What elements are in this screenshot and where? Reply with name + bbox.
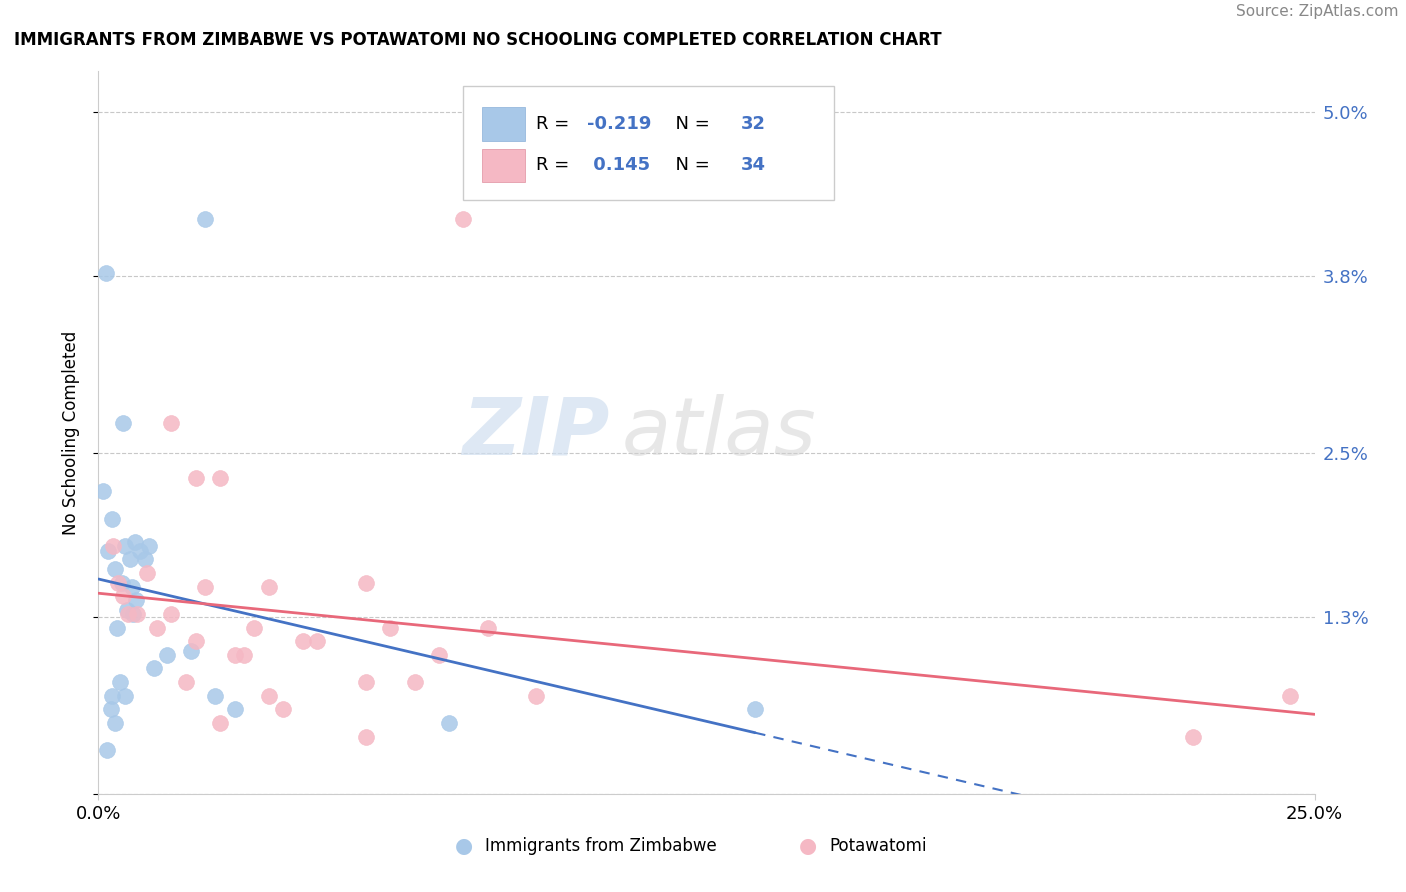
Point — [134, 552, 156, 566]
Point — [194, 580, 217, 594]
Point — [354, 575, 377, 590]
Point — [114, 539, 136, 553]
Text: Potawatomi: Potawatomi — [830, 837, 927, 855]
Text: Source: ZipAtlas.com: Source: ZipAtlas.com — [1236, 4, 1399, 20]
Point — [124, 534, 146, 549]
Point — [291, 634, 314, 648]
Point — [121, 580, 143, 594]
Point — [114, 689, 136, 703]
Point — [437, 716, 460, 731]
Point — [271, 702, 294, 716]
Point — [111, 416, 134, 430]
Point — [224, 702, 246, 716]
FancyBboxPatch shape — [481, 149, 526, 182]
Text: 0.145: 0.145 — [588, 156, 651, 174]
Point — [100, 702, 122, 716]
Point — [160, 607, 183, 621]
Point — [94, 266, 117, 280]
Point — [128, 544, 150, 558]
Point — [117, 607, 139, 621]
Point — [122, 607, 145, 621]
Point — [101, 511, 124, 525]
Point — [155, 648, 177, 662]
Text: R =: R = — [536, 156, 575, 174]
Point — [404, 675, 426, 690]
Text: N =: N = — [664, 115, 716, 133]
Text: R =: R = — [536, 115, 575, 133]
Point — [101, 539, 124, 553]
Point — [1182, 730, 1205, 744]
Point — [209, 470, 232, 484]
Point — [194, 211, 217, 226]
Text: N =: N = — [664, 156, 716, 174]
Point — [127, 607, 149, 621]
Point — [101, 689, 124, 703]
Point — [209, 716, 232, 731]
Point — [354, 730, 377, 744]
Point — [118, 552, 141, 566]
FancyBboxPatch shape — [464, 86, 834, 200]
Text: IMMIGRANTS FROM ZIMBABWE VS POTAWATOMI NO SCHOOLING COMPLETED CORRELATION CHART: IMMIGRANTS FROM ZIMBABWE VS POTAWATOMI N… — [14, 31, 942, 49]
Point — [146, 621, 169, 635]
Point — [125, 593, 148, 607]
Text: -0.219: -0.219 — [588, 115, 652, 133]
Y-axis label: No Schooling Completed: No Schooling Completed — [62, 331, 80, 534]
Point — [184, 470, 207, 484]
Point — [104, 562, 127, 576]
Point — [224, 648, 246, 662]
Point — [174, 675, 197, 690]
Text: Immigrants from Zimbabwe: Immigrants from Zimbabwe — [485, 837, 717, 855]
Point — [110, 675, 132, 690]
Text: atlas: atlas — [621, 393, 815, 472]
FancyBboxPatch shape — [481, 108, 526, 141]
Text: 32: 32 — [741, 115, 766, 133]
Point — [91, 484, 114, 499]
Point — [744, 702, 766, 716]
Point — [138, 539, 160, 553]
Point — [97, 544, 120, 558]
Point — [354, 675, 377, 690]
Point — [111, 589, 134, 603]
Point — [427, 648, 450, 662]
Point — [307, 634, 329, 648]
Text: ●: ● — [800, 836, 817, 855]
Point — [104, 716, 127, 731]
Text: ZIP: ZIP — [461, 393, 609, 472]
Point — [453, 211, 475, 226]
Point — [380, 621, 402, 635]
Point — [160, 416, 183, 430]
Point — [136, 566, 159, 580]
Point — [107, 575, 129, 590]
Point — [180, 644, 202, 658]
Point — [1279, 689, 1302, 703]
Point — [115, 603, 138, 617]
Point — [204, 689, 226, 703]
Point — [524, 689, 547, 703]
Point — [257, 689, 280, 703]
Point — [111, 575, 134, 590]
Point — [96, 743, 118, 757]
Point — [184, 634, 207, 648]
Point — [233, 648, 256, 662]
Point — [477, 621, 499, 635]
Point — [105, 621, 128, 635]
Point — [143, 661, 166, 675]
Point — [257, 580, 280, 594]
Point — [243, 621, 266, 635]
Text: ●: ● — [456, 836, 472, 855]
Text: 34: 34 — [741, 156, 766, 174]
